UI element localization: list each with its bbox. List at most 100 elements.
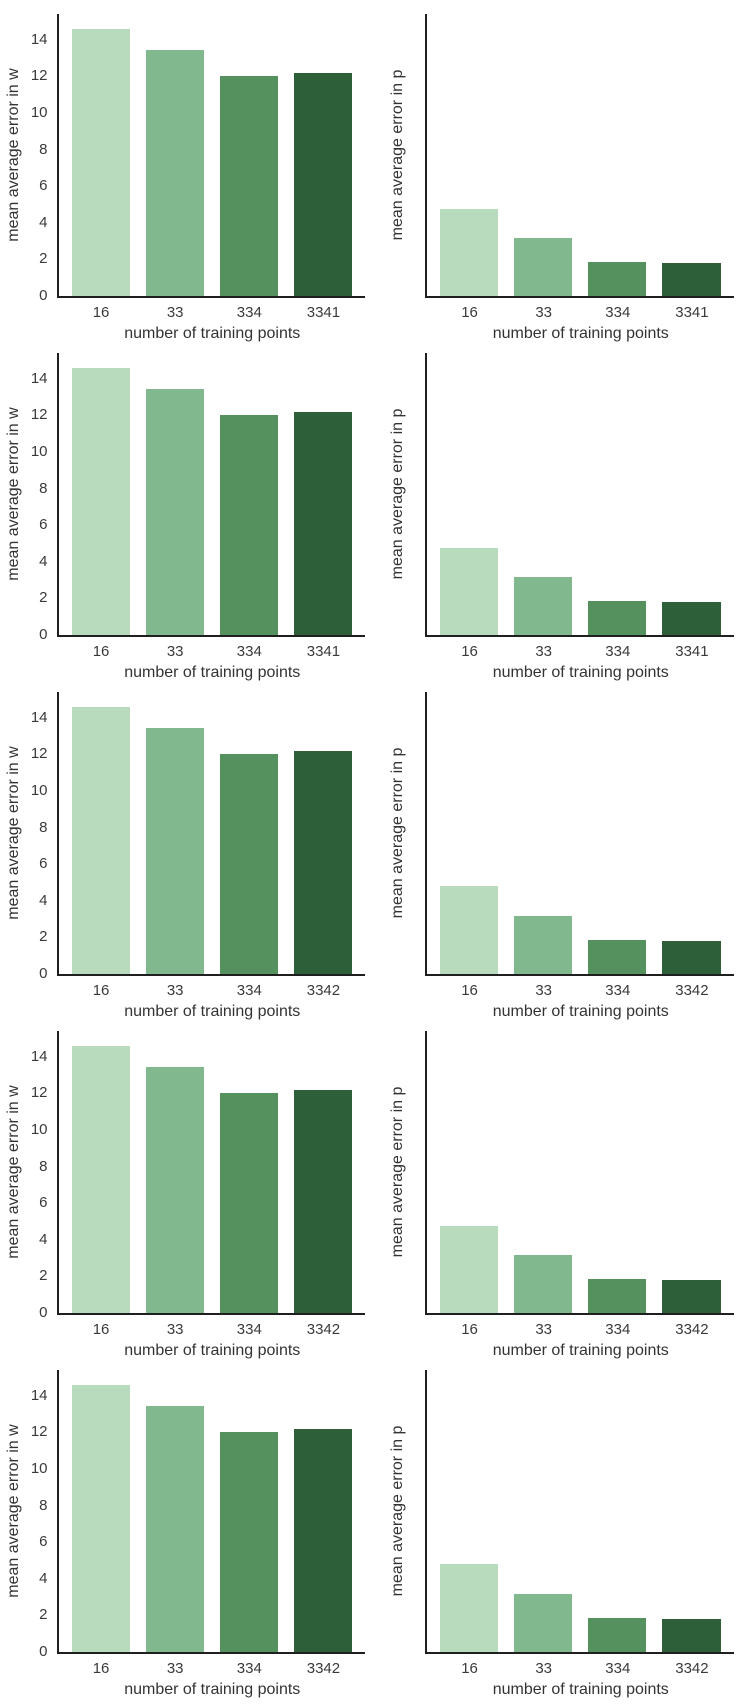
- x-tick-label: 3341: [306, 304, 341, 321]
- bar-16: [440, 1564, 499, 1652]
- bar-33: [145, 1066, 204, 1313]
- bar-33: [145, 49, 204, 296]
- bar-3342: [293, 1089, 352, 1313]
- x-tick-row: 16 33 334 3341: [59, 304, 366, 321]
- x-tick-label: 33: [535, 1660, 553, 1677]
- bars-group: [427, 1370, 734, 1652]
- plot-area: [425, 1370, 734, 1654]
- bar-3341: [293, 411, 352, 635]
- y-tick-label: 0: [39, 287, 48, 304]
- y-tick-label: 14: [30, 708, 48, 726]
- plot-area: [56, 692, 365, 976]
- bar-3341: [293, 72, 352, 296]
- x-axis-label: number of training points: [124, 1342, 301, 1359]
- x-tick-label: 334: [605, 304, 631, 321]
- y-tick-label: 12: [30, 1423, 48, 1441]
- x-tick-row: 16 33 334 3341: [59, 643, 366, 660]
- bar-334: [588, 1618, 647, 1652]
- x-tick-label: 3341: [306, 643, 341, 660]
- x-tick-label: 33: [166, 1321, 184, 1338]
- y-tick-label: 6: [39, 1533, 48, 1551]
- y-tick-label: 8: [39, 479, 48, 497]
- x-tick-label: 3342: [675, 1660, 709, 1677]
- bar-334: [588, 262, 647, 296]
- y-axis-label: mean average error in p: [389, 1086, 406, 1258]
- y-axis-label: mean average error in p: [389, 408, 406, 580]
- x-tick-label: 3342: [675, 1321, 709, 1338]
- y-tick-label: 0: [39, 965, 48, 982]
- bar-334: [219, 415, 278, 635]
- bars-group: [59, 14, 366, 296]
- x-tick-label: 334: [605, 1660, 631, 1677]
- x-tick-label: 16: [92, 1660, 110, 1677]
- x-tick-label: 16: [92, 982, 110, 999]
- chart-cell-row4-p: mean average error in p 16 33 334 3342 number…: [373, 1017, 746, 1359]
- x-tick-row: 16 33 334 3342: [428, 1660, 735, 1677]
- plot-area: [425, 692, 734, 976]
- chart-cell-row3-w: mean average error in w 0 2 4 6 8 10 12 14 16 33 33…: [0, 678, 373, 1020]
- x-tick-label: 334: [236, 304, 262, 321]
- bar-3342: [662, 941, 721, 974]
- x-tick-label: 33: [166, 643, 184, 660]
- y-tick-label: 12: [30, 745, 48, 763]
- chart-cell-row4-w: mean average error in w 0 2 4 6 8 10 12 14 16 33 33…: [0, 1017, 373, 1359]
- y-tick-label: 2: [39, 1267, 48, 1285]
- chart-cell-row1-w: mean average error in w 0 2 4 6 8 10 12 14 16 33 33…: [0, 0, 373, 342]
- x-tick-label: 33: [535, 304, 553, 321]
- x-tick-row: 16 33 334 3342: [59, 1321, 366, 1338]
- x-tick-row: 16 33 334 3342: [428, 982, 735, 999]
- y-tick-label: 4: [39, 1230, 48, 1248]
- y-tick-label: 8: [39, 1157, 48, 1175]
- plot-area: [56, 14, 366, 298]
- x-axis-label: number of training points: [124, 664, 301, 681]
- x-tick-label: 16: [461, 1321, 478, 1338]
- bar-3342: [662, 1280, 721, 1313]
- x-tick-row: 16 33 334 3342: [59, 1660, 366, 1677]
- bar-16: [440, 886, 499, 974]
- x-tick-label: 33: [535, 1321, 553, 1338]
- bar-16: [440, 1226, 499, 1313]
- x-tick-label: 334: [236, 643, 262, 660]
- x-tick-label: 3342: [306, 1321, 341, 1338]
- chart-cell-row2-p: mean average error in p 16 33 334 3341 number…: [373, 339, 746, 681]
- bar-16: [71, 706, 130, 974]
- y-tick-label: 10: [30, 1459, 48, 1477]
- y-tick-label: 12: [30, 1084, 48, 1102]
- bars-group: [427, 1031, 734, 1313]
- y-tick-label: 12: [30, 406, 48, 424]
- y-tick-label: 0: [39, 626, 48, 643]
- bar-334: [588, 601, 647, 635]
- bar-33: [514, 1255, 573, 1313]
- bar-33: [145, 388, 204, 635]
- x-tick-row: 16 33 334 3342: [59, 982, 366, 999]
- bars-group: [427, 353, 734, 635]
- bars-group: [59, 1031, 366, 1313]
- x-tick-label: 3342: [306, 1660, 341, 1677]
- y-tick-label: 2: [39, 928, 48, 946]
- y-tick-label: 2: [39, 589, 48, 607]
- y-tick-label: 2: [39, 1606, 48, 1624]
- y-tick-label: 2: [39, 250, 48, 268]
- bar-33: [514, 238, 573, 296]
- bar-16: [71, 28, 130, 296]
- x-tick-label: 3342: [675, 982, 709, 999]
- y-tick-label: 0: [39, 1643, 48, 1660]
- bar-16: [71, 1045, 130, 1313]
- bar-3342: [662, 1619, 721, 1652]
- x-tick-label: 334: [605, 982, 631, 999]
- bar-16: [440, 209, 499, 296]
- x-tick-label: 33: [535, 982, 553, 999]
- x-axis-label: number of training points: [124, 1681, 301, 1698]
- y-tick-label: 6: [39, 1194, 48, 1212]
- x-tick-label: 334: [605, 1321, 631, 1338]
- x-tick-label: 16: [461, 1660, 478, 1677]
- y-tick-label: 4: [39, 1569, 48, 1587]
- x-tick-label: 16: [92, 1321, 110, 1338]
- chart-cell-row5-w: mean average error in w 0 2 4 6 8 10 12 14 16 33 33…: [0, 1356, 373, 1708]
- bar-33: [514, 915, 573, 974]
- bars-group: [427, 14, 734, 296]
- x-axis-label: number of training points: [492, 1342, 669, 1359]
- bar-334: [219, 1432, 278, 1652]
- y-tick-label: 8: [39, 818, 48, 836]
